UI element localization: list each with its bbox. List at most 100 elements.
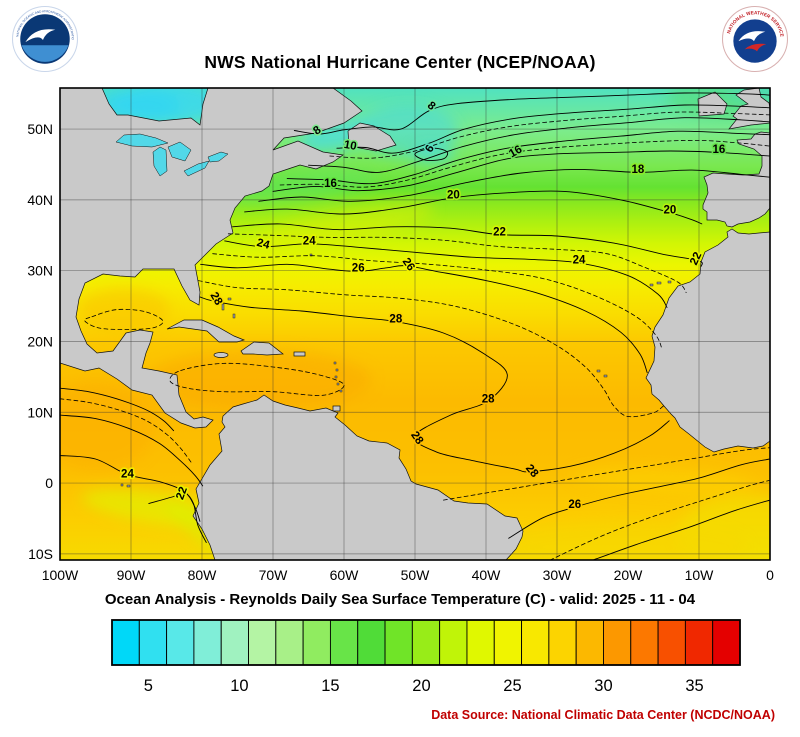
island-lesser-antilles	[335, 368, 339, 372]
isotherm-11c	[329, 111, 770, 159]
lon-tick-label: 100W	[42, 567, 79, 583]
colorbar-cell	[111, 619, 140, 666]
nws-logo: NATIONAL WEATHER SERVICE	[722, 6, 788, 72]
colorbar-container: 5 10 15 20 25 30 35	[0, 614, 800, 706]
isotherm-12c	[308, 117, 770, 173]
map-caption: Ocean Analysis - Reynolds Daily Sea Surf…	[104, 591, 696, 608]
colorbar-cell	[521, 619, 550, 666]
isotherm-27c	[443, 447, 770, 501]
latitude-axis: 50N 40N 30N 20N 10N 0 10S	[27, 121, 53, 562]
isotherm-18c	[258, 168, 770, 202]
land-north-america	[60, 88, 363, 429]
isotherm-label: 20	[447, 189, 460, 201]
cold-shelf-northeast-us	[223, 169, 379, 205]
lon-tick-label: 70W	[259, 567, 289, 583]
lon-tick-label: 0	[766, 567, 774, 583]
lon-tick-label: 80W	[188, 567, 218, 583]
island-canaries	[649, 283, 654, 287]
colorbar-cell	[657, 619, 686, 666]
island-trinidad	[332, 405, 341, 412]
isotherm-26c	[60, 414, 204, 487]
lat-tick-label: 50N	[27, 121, 53, 137]
longitude-axis: 100W 90W 80W 70W 60W 50W 40W 30W 20W 10W 0	[42, 567, 774, 583]
island-canaries	[656, 281, 662, 285]
island-hispaniola	[240, 341, 284, 356]
warm-patch-gulf-of-mexico	[78, 288, 170, 332]
island-cape-verde	[596, 369, 601, 373]
colorbar-tick-label: 35	[685, 677, 703, 695]
isotherm-label: 24	[303, 235, 316, 247]
map-frame	[59, 87, 771, 561]
isotherm-label: 26	[568, 499, 581, 511]
colorbar-cell	[630, 619, 659, 666]
isotherm-24c	[224, 240, 668, 308]
colorbar-cell	[575, 619, 604, 666]
lon-tick-label: 50W	[401, 567, 431, 583]
colorbar-svg: 5 10 15 20 25 30 35	[111, 619, 741, 695]
island-bahamas	[232, 313, 236, 319]
island-galapagos	[126, 484, 131, 488]
land-great-britain	[728, 88, 770, 130]
nws-white-gull-icon	[738, 31, 766, 42]
noaa-emblem-sea	[21, 45, 69, 62]
island-puerto-rico	[293, 351, 306, 357]
island-lesser-antilles	[334, 375, 338, 379]
isotherm-28c	[199, 296, 670, 473]
colorbar-cell	[220, 619, 249, 666]
lat-tick-label: 20N	[27, 333, 53, 349]
island-bahamas	[227, 297, 232, 301]
lat-tick-label: 30N	[27, 263, 53, 279]
isotherm-label: 24	[255, 237, 271, 252]
colorbar-cell	[411, 619, 441, 666]
isotherm-label: 24	[573, 255, 586, 267]
lake-michigan	[152, 146, 168, 177]
island-newfoundland	[347, 122, 397, 152]
isotherm-27c	[198, 280, 664, 418]
colorbar-cell	[193, 619, 222, 666]
island-jamaica	[213, 352, 229, 358]
island-galapagos	[120, 483, 124, 487]
land-africa	[645, 228, 770, 453]
colorbar-cell	[684, 619, 714, 666]
colorbar-cell	[302, 619, 331, 666]
island-cape-verde	[603, 374, 608, 378]
island-lesser-antilles	[336, 382, 340, 386]
lon-tick-label: 10W	[685, 567, 715, 583]
isotherm-26c	[200, 263, 648, 374]
land-south-america	[192, 394, 524, 560]
island-lesser-antilles	[339, 389, 343, 393]
island-canaries	[667, 280, 672, 284]
colorbar-frame	[111, 619, 741, 666]
lat-tick-label: 40N	[27, 192, 53, 208]
colorbar-cell	[248, 619, 277, 666]
colorbar-cell	[357, 619, 386, 666]
isotherm-20c	[244, 190, 703, 225]
isotherm-22c	[148, 492, 207, 543]
grid-lines	[60, 88, 770, 560]
nws-globe	[733, 19, 777, 63]
isotherm-24c	[592, 499, 770, 560]
colorbar-tick-label: 20	[412, 677, 430, 695]
page-title: NWS National Hurricane Center (NCEP/NOAA…	[204, 52, 596, 72]
isotherm-label: 26	[352, 262, 365, 274]
colorbar-tick-label: 5	[144, 677, 153, 695]
map-container: 8 8 6 10 16 16 18 16 20 20 22 22 24 24 26 26 24 28 28 28 28 2…	[0, 76, 800, 588]
noaa-gull-icon	[25, 29, 56, 43]
isotherm-label: 18	[632, 164, 645, 176]
isotherm-label: 24	[121, 468, 134, 480]
isotherm-10c	[336, 104, 770, 154]
lat-tick-label: 10N	[27, 404, 53, 420]
isotherm-23c	[227, 233, 687, 293]
lake-ontario	[207, 151, 229, 163]
equatorial-upwelling-band	[572, 467, 756, 493]
colorbar-cell	[329, 619, 359, 666]
isotherm-contours	[60, 92, 770, 560]
lake-erie	[183, 160, 210, 177]
isotherm-8c	[293, 92, 770, 135]
island-lesser-antilles	[333, 361, 337, 365]
isotherm-label: 20	[663, 204, 676, 216]
isotherm-label: 28	[389, 313, 402, 325]
island-bahamas	[221, 303, 225, 311]
colorbar-tick-label: 10	[230, 677, 248, 695]
